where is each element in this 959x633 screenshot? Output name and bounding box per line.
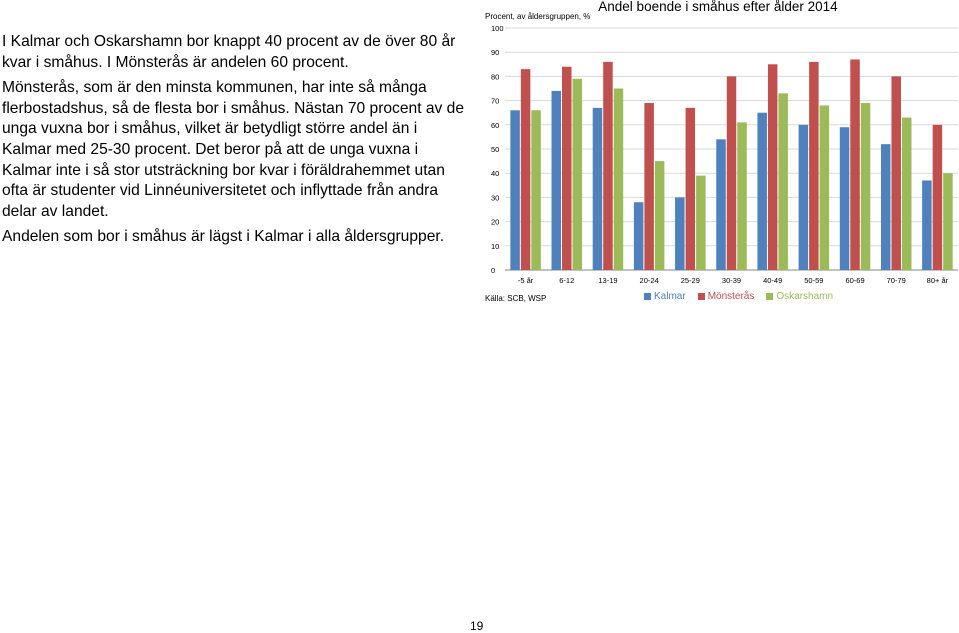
y-tick-label: 60 [491, 121, 499, 130]
bar-kalmar [839, 127, 850, 270]
x-tick-label: 20-24 [640, 276, 659, 285]
bar-mönsterås [767, 64, 778, 270]
x-tick-label: 60-69 [845, 276, 864, 285]
bar-oskarshamn [860, 103, 871, 271]
bar-kalmar [592, 107, 603, 270]
x-tick-label: 80+ år [927, 276, 949, 285]
x-tick-label: 30-39 [722, 276, 741, 285]
legend-item-kalmar: Kalmar [644, 291, 686, 302]
legend-item-monsteras: Mönsterås [697, 291, 755, 302]
bar-kalmar [798, 124, 809, 270]
bar-kalmar [880, 144, 891, 270]
legend-label-kalmar: Kalmar [654, 291, 686, 302]
paragraph-2: Mönsterås, som är den minsta kommunen, h… [2, 79, 465, 220]
bar-mönsterås [562, 66, 572, 270]
y-tick-label: 10 [491, 242, 499, 251]
y-axis-label: Procent, av åldersgruppen, % [485, 12, 591, 21]
legend-label-oskarshamn: Oskarshamn [776, 291, 834, 302]
bar-kalmar [716, 139, 726, 270]
y-tick-label: 80 [491, 72, 499, 81]
bar-kalmar [510, 110, 520, 270]
legend-label-monsteras: Mönsterås [707, 291, 755, 302]
bar-oskarshamn [901, 117, 912, 270]
y-tick-label: 40 [491, 169, 499, 178]
bar-oskarshamn [572, 78, 583, 270]
legend-item-oskarshamn: Oskarshamn [766, 291, 833, 302]
legend-swatch-oskarshamn [766, 293, 774, 300]
y-tick-label: 0 [491, 266, 495, 275]
y-tick-label: 50 [491, 145, 499, 154]
y-tick-label: 100 [491, 24, 504, 33]
chart-source: Källa: SCB, WSP [485, 294, 547, 303]
bar-oskarshamn [696, 175, 706, 270]
bar-kalmar [551, 90, 562, 270]
y-tick-label: 20 [491, 218, 499, 227]
bar-mönsterås [891, 76, 901, 271]
paragraph-1: I Kalmar och Oskarshamn bor knappt 40 pr… [2, 33, 456, 71]
bar-mönsterås [520, 69, 531, 270]
bar-mönsterås [932, 124, 943, 270]
bar-oskarshamn [654, 161, 665, 270]
bar-kalmar [757, 112, 767, 270]
bar-kalmar [633, 202, 644, 270]
x-tick-label: 13-19 [598, 276, 617, 285]
bar-kalmar [922, 180, 932, 270]
bar-mönsterås [603, 61, 613, 270]
x-tick-label: 40-49 [763, 276, 782, 285]
body-text: I Kalmar och Oskarshamn bor knappt 40 pr… [2, 32, 464, 253]
chart-title: Andel boende i småhus efter ålder 2014 [598, 0, 838, 14]
x-tick-label: 25-29 [681, 276, 700, 285]
x-tick-label: -5 år [518, 276, 534, 285]
bar-oskarshamn [613, 88, 624, 270]
bar-oskarshamn [943, 173, 953, 270]
y-tick-label: 70 [491, 97, 499, 106]
page-number: 19 [470, 619, 484, 633]
bar-oskarshamn [819, 105, 830, 270]
legend-swatch-monsteras [697, 293, 705, 300]
chart-legend: Kalmar Mönsterås Oskarshamn [644, 291, 833, 302]
x-tick-label: 50-59 [804, 276, 823, 285]
bar-kalmar [675, 197, 685, 270]
bar-oskarshamn [778, 93, 788, 270]
bar-mönsterås [644, 103, 654, 271]
bar-oskarshamn [531, 110, 541, 270]
bar-mönsterås [726, 76, 737, 271]
bar-mönsterås [685, 107, 696, 270]
bar-mönsterås [850, 59, 860, 271]
bar-oskarshamn [737, 122, 747, 270]
legend-swatch-kalmar [644, 293, 651, 300]
x-tick-label: 70-79 [887, 276, 906, 285]
y-tick-label: 90 [491, 48, 499, 57]
bar-mönsterås [809, 61, 819, 270]
y-tick-label: 30 [491, 193, 499, 202]
x-tick-label: 6-12 [559, 276, 574, 285]
paragraph-3: Andelen som bor i småhus är lägst i Kalm… [2, 228, 445, 246]
